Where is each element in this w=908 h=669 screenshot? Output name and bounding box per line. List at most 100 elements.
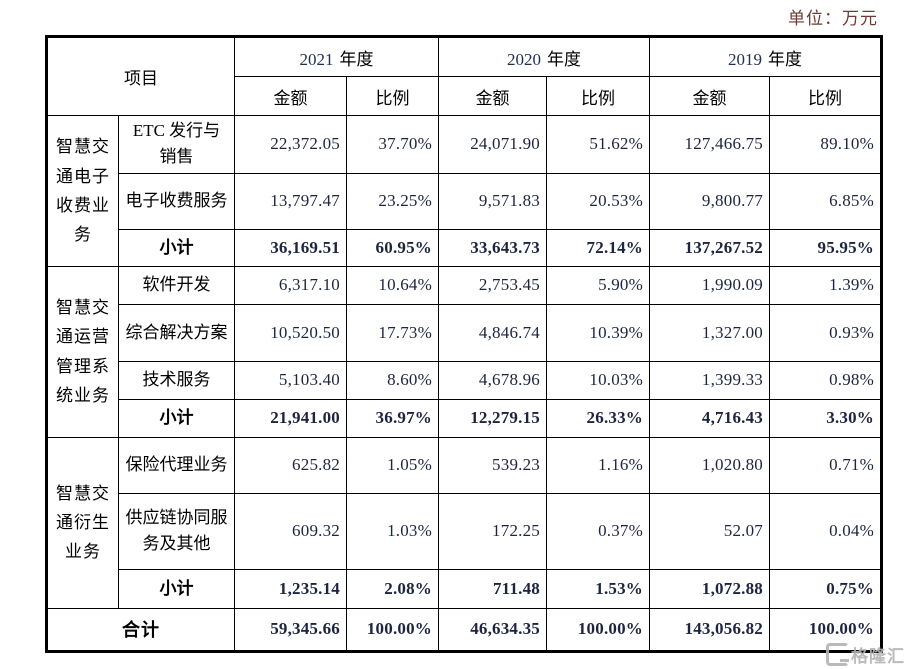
column-header-ratio-2020: 比例 [546,76,650,116]
header-row-measures: 金额 比例 金额 比例 金额 比例 [47,76,882,116]
row-label: ETC 发行与销售 [118,115,235,174]
ratio-cell: 51.62% [546,115,650,174]
amount-cell: 4,716.43 [649,398,770,438]
amount-cell: 59,345.66 [234,607,347,652]
ratio-cell: 89.10% [769,115,882,174]
amount-cell: 539.23 [438,436,547,494]
ratio-cell: 0.04% [769,492,882,570]
table-row: 智慧交通运营管理系统业务 软件开发 6,317.10 10.64% 2,753.… [46,265,882,438]
ratio-cell: 10.03% [546,360,650,400]
amount-cell: 2,753.45 [438,265,547,305]
ratio-cell: 10.64% [346,265,439,305]
table-row: 智慧交通衍生业务 保险代理业务 625.82 1.05% 539.23 1.16… [46,436,882,609]
subtotal-row: 小计 21,941.00 36.97% 12,279.15 26.33% 4,7… [47,398,882,438]
subtotal-label: 小计 [118,398,235,438]
year-2019-suffix: 年度 [768,49,802,69]
table-row: 电子收费服务 13,797.47 23.25% 9,571.83 20.53% … [47,172,882,230]
ratio-cell: 100.00% [346,607,439,652]
subtotal-label: 小计 [118,228,235,267]
row-label: 保险代理业务 [118,436,235,494]
ratio-cell: 0.98% [769,360,882,400]
amount-cell: 1,072.88 [649,568,770,609]
table-row: 技术服务 5,103.40 8.60% 4,678.96 10.03% 1,39… [47,360,882,400]
ratio-cell: 100.00% [769,607,882,652]
gelonghui-watermark: 格隆汇 [826,642,905,667]
ratio-cell: 20.53% [546,172,650,230]
ratio-cell: 5.90% [546,265,650,305]
ratio-cell: 1.39% [769,265,882,305]
unit-label: 单位：万元 [788,9,878,28]
column-header-2021: 2021 年度 [234,36,439,77]
column-header-2020: 2020 年度 [438,36,650,77]
amount-cell: 6,317.10 [234,265,347,305]
row-label: 技术服务 [118,360,235,400]
year-2019: 2019 [728,49,762,69]
ratio-cell: 26.33% [546,398,650,438]
amount-cell: 625.82 [234,436,347,494]
year-2021-suffix: 年度 [339,49,374,69]
ratio-cell: 0.93% [769,303,882,362]
total-row: 合计 59,345.66 100.00% 46,634.35 100.00% 1… [46,607,882,652]
gelonghui-logo-icon [826,643,849,666]
row-label: 综合解决方案 [118,303,235,362]
ratio-cell: 23.25% [346,172,439,230]
amount-cell: 1,020.80 [649,436,770,494]
year-2021: 2021 [299,49,334,69]
ratio-cell: 1.53% [546,568,650,609]
watermark-text: 格隆汇 [851,647,905,666]
ratio-cell: 100.00% [546,607,650,652]
year-2020-suffix: 年度 [547,49,581,69]
ratio-cell: 37.70% [346,115,439,174]
table-row: 智慧交通电子收费业务 ETC 发行与销售 22,372.05 37.70% 24… [46,115,882,267]
ratio-cell: 10.39% [546,303,650,362]
column-header-ratio-2019: 比例 [769,76,882,116]
ratio-cell: 17.73% [346,303,439,362]
row-label: 供应链协同服务及其他 [118,492,235,570]
table-row: 供应链协同服务及其他 609.32 1.03% 172.25 0.37% 52.… [47,492,882,570]
column-header-2019: 2019 年度 [649,36,882,77]
amount-cell: 52.07 [649,492,770,570]
ratio-cell: 72.14% [546,228,650,267]
ratio-cell: 8.60% [346,360,439,400]
ratio-cell: 1.05% [346,436,439,494]
amount-cell: 24,071.90 [438,115,547,174]
ratio-cell: 2.08% [346,568,439,609]
amount-cell: 137,267.52 [649,228,770,267]
amount-cell: 10,520.50 [234,303,347,362]
ratio-cell: 6.85% [769,172,882,230]
ratio-cell: 0.37% [546,492,650,570]
amount-cell: 36,169.51 [234,228,347,267]
revenue-breakdown-table: 项目 2021 年度 2020 年度 2019 年度 金额 比例 金额 比例 金额 比… [45,35,883,653]
amount-cell: 172.25 [438,492,547,570]
subtotal-label: 小计 [118,568,235,609]
amount-cell: 127,466.75 [649,115,770,174]
column-header-amount-2021: 金额 [234,76,347,116]
ratio-cell: 0.75% [769,568,882,609]
amount-cell: 33,643.73 [438,228,547,267]
ratio-cell: 95.95% [769,228,882,267]
amount-cell: 4,678.96 [438,360,547,400]
ratio-cell: 0.71% [769,436,882,494]
total-label: 合计 [46,607,235,652]
row-label: 软件开发 [118,265,235,305]
amount-cell: 711.48 [438,568,547,609]
group-label-derivative-business: 智慧交通衍生业务 [46,436,119,609]
ratio-cell: 36.97% [346,398,439,438]
ratio-cell: 3.30% [769,398,882,438]
group-label-etc-toll-business: 智慧交通电子收费业务 [46,115,119,267]
ratio-cell: 60.95% [346,228,439,267]
amount-cell: 143,056.82 [649,607,770,652]
ratio-cell: 1.03% [346,492,439,570]
year-2020: 2020 [507,49,541,69]
header-row-years: 项目 2021 年度 2020 年度 2019 年度 [46,36,882,116]
amount-cell: 1,399.33 [649,360,770,400]
amount-cell: 5,103.40 [234,360,347,400]
amount-cell: 9,571.83 [438,172,547,230]
column-header-item: 项目 [46,36,235,116]
column-header-amount-2019: 金额 [649,76,770,116]
amount-cell: 1,327.00 [649,303,770,362]
subtotal-row: 小计 1,235.14 2.08% 711.48 1.53% 1,072.88 … [47,568,882,609]
amount-cell: 1,235.14 [234,568,347,609]
subtotal-row: 小计 36,169.51 60.95% 33,643.73 72.14% 137… [47,228,882,267]
